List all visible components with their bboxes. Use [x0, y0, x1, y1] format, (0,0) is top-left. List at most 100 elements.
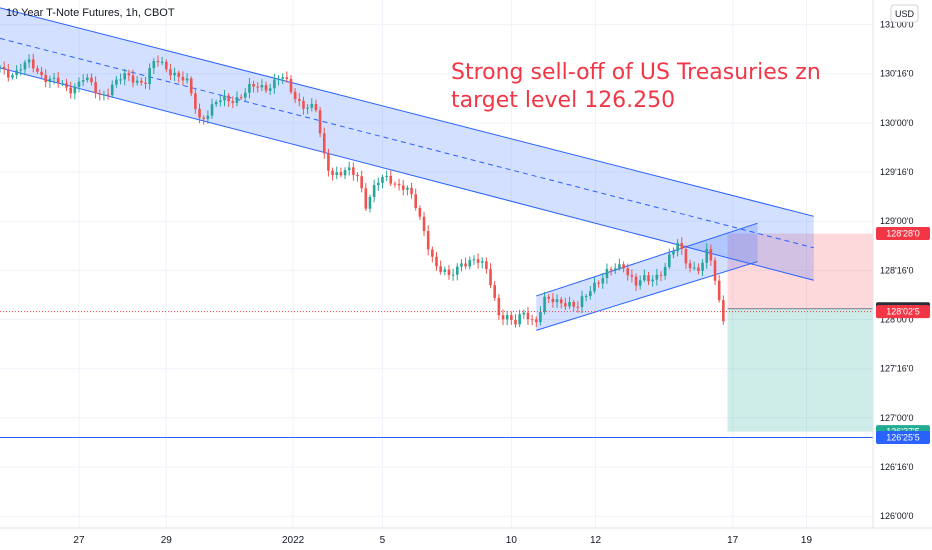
candle-body [435, 256, 438, 267]
candle-body [48, 78, 52, 83]
candle-body [343, 170, 347, 176]
channels[interactable] [0, 7, 814, 331]
candle-body [227, 95, 230, 102]
candle-body [281, 77, 284, 79]
candle-body [94, 82, 97, 94]
candle-body [626, 268, 630, 276]
candle-body [401, 185, 405, 190]
candle-body [206, 115, 210, 119]
candle-body [181, 76, 185, 81]
candle-body [189, 78, 193, 94]
candle-body [164, 61, 168, 70]
candle-body [210, 104, 214, 116]
time-scale-panel[interactable] [0, 528, 932, 550]
price-scale-panel[interactable] [873, 0, 932, 528]
candle-body [643, 275, 646, 281]
candle-body [331, 170, 334, 176]
candle-body [223, 95, 226, 101]
candle-body [684, 249, 688, 264]
candle-body [61, 83, 64, 85]
candle-body [701, 262, 704, 271]
candle-body [709, 249, 713, 261]
candle-body [431, 249, 434, 257]
candle-body [231, 101, 235, 103]
y-tick-label: 128'16'0 [880, 265, 913, 275]
candle-body [501, 315, 505, 320]
price-label: 126'25'5 [886, 433, 919, 443]
candle-body [115, 79, 118, 85]
candle-body [11, 75, 14, 78]
candle-body [510, 315, 513, 320]
candle-body [23, 62, 27, 70]
x-tick-label: 19 [801, 535, 813, 546]
candle-body [131, 75, 135, 83]
candle-body [713, 260, 717, 281]
currency-label: USD [895, 9, 915, 19]
candle-body [360, 176, 363, 189]
candle-body [52, 77, 56, 79]
x-tick-label: 2022 [282, 535, 305, 546]
candle-body [543, 296, 546, 312]
price-label-box [876, 227, 930, 241]
x-tick-label: 12 [590, 535, 602, 546]
candle-body [539, 311, 542, 323]
candle-body [219, 100, 222, 103]
y-tick-label: 127'00'0 [880, 413, 913, 423]
candle-body [318, 110, 322, 134]
channel-fill [0, 7, 814, 281]
candle-body [356, 174, 359, 177]
candle-body [198, 109, 201, 118]
candle-body [322, 133, 326, 154]
horizontal-lines[interactable] [0, 311, 873, 439]
candle-body [534, 319, 538, 323]
y-tick-label: 128'00'0 [880, 315, 913, 325]
candle-body [655, 274, 659, 280]
candle-body [352, 167, 355, 175]
x-tick-label: 29 [161, 535, 173, 546]
candle-body [493, 285, 496, 298]
annotation-line-2[interactable]: target level 126.250 [451, 88, 675, 113]
candle-body [148, 68, 151, 85]
candles[interactable] [0, 53, 725, 328]
candle-body [584, 295, 588, 297]
candle-body [77, 81, 81, 87]
candle-body [36, 68, 39, 72]
candle-body [177, 72, 181, 77]
candle-body [372, 185, 376, 198]
currency-badge[interactable] [890, 4, 919, 23]
x-tick-label: 10 [506, 535, 518, 546]
candle-body [426, 231, 430, 250]
candle-body [144, 82, 147, 85]
candle-body [90, 77, 93, 83]
candle-body [140, 80, 143, 83]
y-tick-label: 127'16'0 [880, 364, 913, 374]
candle-body [717, 280, 721, 301]
annotation-line-1[interactable]: Strong sell-off of US Treasuries zn [451, 60, 821, 85]
candle-body [651, 279, 654, 282]
y-tick-label: 130'16'0 [880, 69, 913, 79]
x-tick-label: 5 [380, 535, 386, 546]
y-tick-label: 126'16'0 [880, 462, 913, 472]
candle-body [298, 99, 301, 101]
candle-body [589, 291, 592, 296]
chart-title: 10 Year T-Note Futures, 1h, CBOT [6, 7, 175, 19]
candle-body [248, 83, 251, 93]
candle-body [522, 312, 526, 315]
candle-body [239, 97, 243, 99]
candle-body [277, 78, 280, 80]
candle-body [293, 91, 297, 100]
candle-body [514, 319, 517, 325]
candle-body [622, 264, 625, 269]
candle-body [310, 104, 314, 108]
candle-body [634, 276, 638, 286]
candle-body [406, 187, 409, 190]
candle-body [127, 73, 131, 76]
candle-body [123, 73, 127, 80]
candle-body [530, 319, 534, 321]
candle-body [160, 61, 164, 63]
candle-body [135, 80, 139, 83]
candle-body [526, 312, 530, 320]
candle-body [722, 300, 725, 322]
candle-body [439, 266, 442, 272]
